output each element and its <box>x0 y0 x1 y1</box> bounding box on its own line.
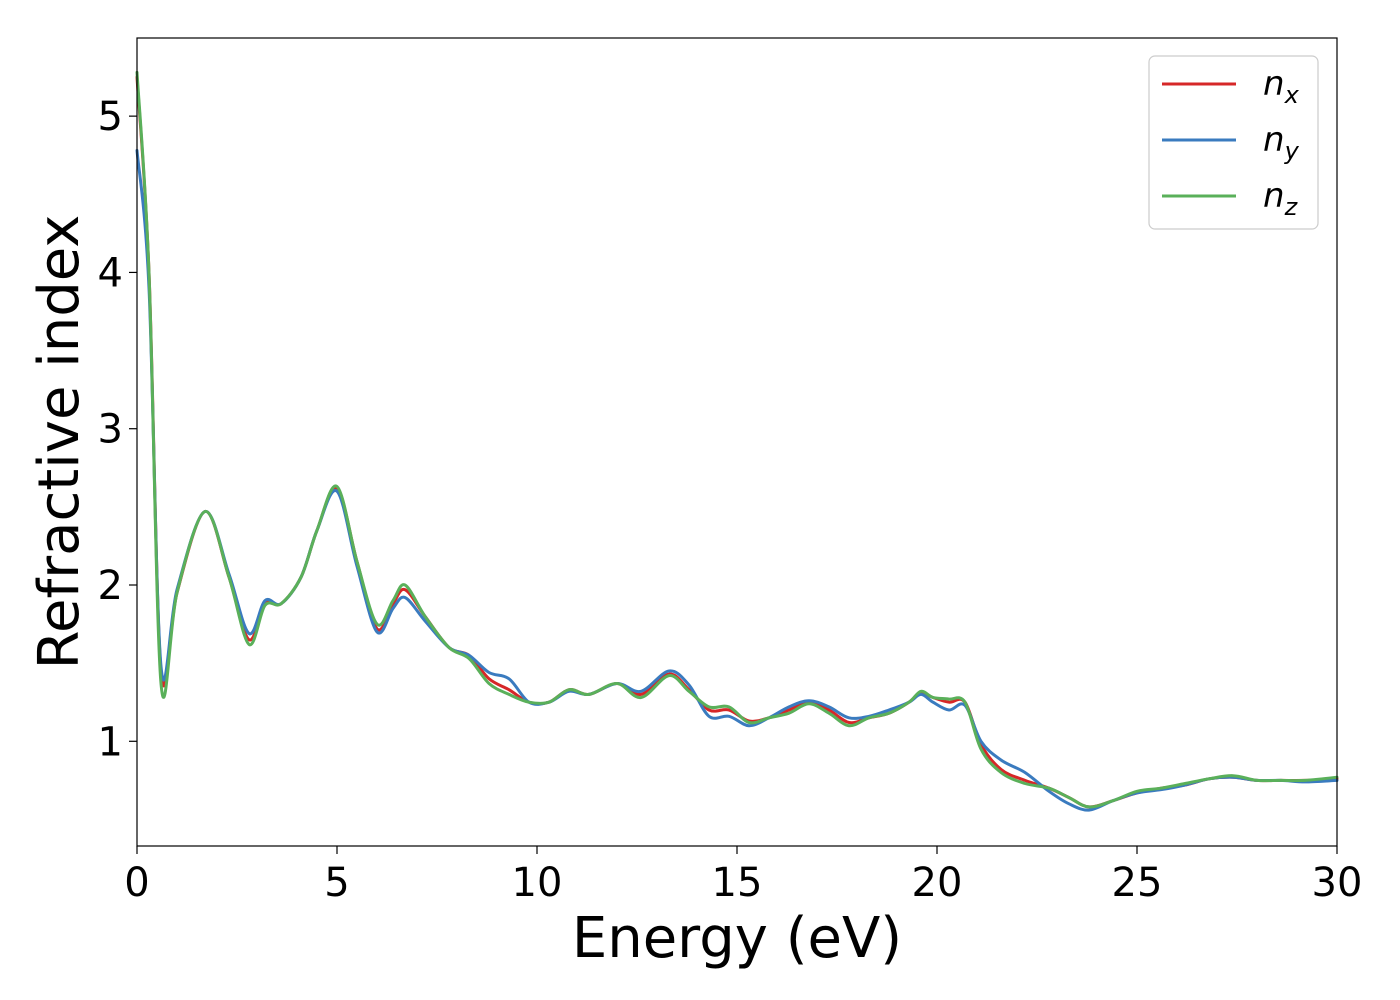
series-line-nz <box>135 70 1339 809</box>
y-tick-label: 3 <box>98 407 123 453</box>
legend: nx ny nz <box>1148 55 1319 230</box>
x-tick-label: 30 <box>1312 860 1363 906</box>
y-tick-label: 5 <box>98 94 123 140</box>
y-axis-title: Refractive index <box>27 215 92 670</box>
legend-box <box>1148 55 1319 230</box>
ticks-group: 0 5 10 15 20 25 30 1 2 3 4 5 <box>98 94 1363 906</box>
y-tick-label: 4 <box>98 250 123 296</box>
x-tick-label: 15 <box>712 860 763 906</box>
series-group <box>135 70 1339 812</box>
plot-frame <box>136 37 1338 847</box>
x-tick-label: 25 <box>1112 860 1163 906</box>
legend-label-ny: ny <box>1263 120 1300 165</box>
x-tick-label: 20 <box>912 860 963 906</box>
x-axis-title: Energy (eV) <box>572 906 902 971</box>
y-tick-label: 1 <box>98 719 123 765</box>
legend-items: nx ny nz <box>1162 64 1300 221</box>
x-tick-label: 0 <box>124 860 149 906</box>
y-tick-label: 2 <box>98 563 123 609</box>
x-tick-label: 5 <box>324 860 349 906</box>
legend-label-nz: nz <box>1263 176 1299 221</box>
x-tick-label: 10 <box>512 860 563 906</box>
legend-label-nx: nx <box>1263 64 1300 109</box>
